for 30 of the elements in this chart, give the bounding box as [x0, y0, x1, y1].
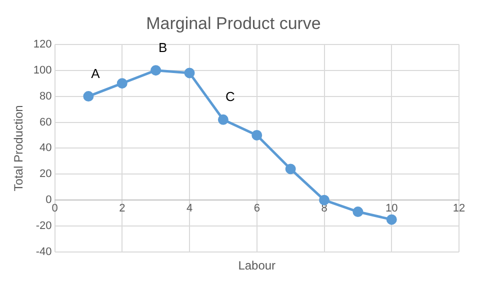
point	[252, 130, 262, 140]
y-axis-title: Total Production	[12, 105, 26, 192]
annotation: C	[225, 89, 235, 104]
annotation: A	[91, 66, 100, 81]
point	[83, 91, 94, 102]
x-tick-label: 6	[254, 202, 260, 215]
y-tick-label: 0	[46, 194, 52, 206]
y-tick-label: 60	[40, 116, 52, 128]
chart-title: Marginal Product curve	[146, 14, 321, 33]
x-tick-label: 12	[452, 202, 466, 215]
y-tick-label: 100	[33, 64, 52, 76]
y-tick-label: 20	[40, 168, 52, 180]
x-tick-label: 4	[186, 202, 193, 215]
point	[352, 206, 364, 218]
y-tick-label: -20	[36, 220, 52, 232]
point	[150, 65, 162, 76]
point	[285, 164, 296, 174]
y-tick-label: 40	[40, 142, 52, 154]
y-tick-label: 120	[33, 38, 52, 50]
y-tick-label: -40	[36, 246, 52, 258]
point	[319, 194, 330, 206]
point	[184, 68, 195, 78]
point	[116, 78, 128, 89]
x-tick-label: 2	[119, 202, 126, 215]
point	[386, 214, 397, 225]
x-tick-label: 10	[386, 202, 398, 215]
y-tick-label: 80	[40, 90, 52, 102]
point	[218, 114, 228, 125]
x-axis-title: Labour	[238, 258, 276, 272]
annotation: B	[158, 40, 168, 55]
